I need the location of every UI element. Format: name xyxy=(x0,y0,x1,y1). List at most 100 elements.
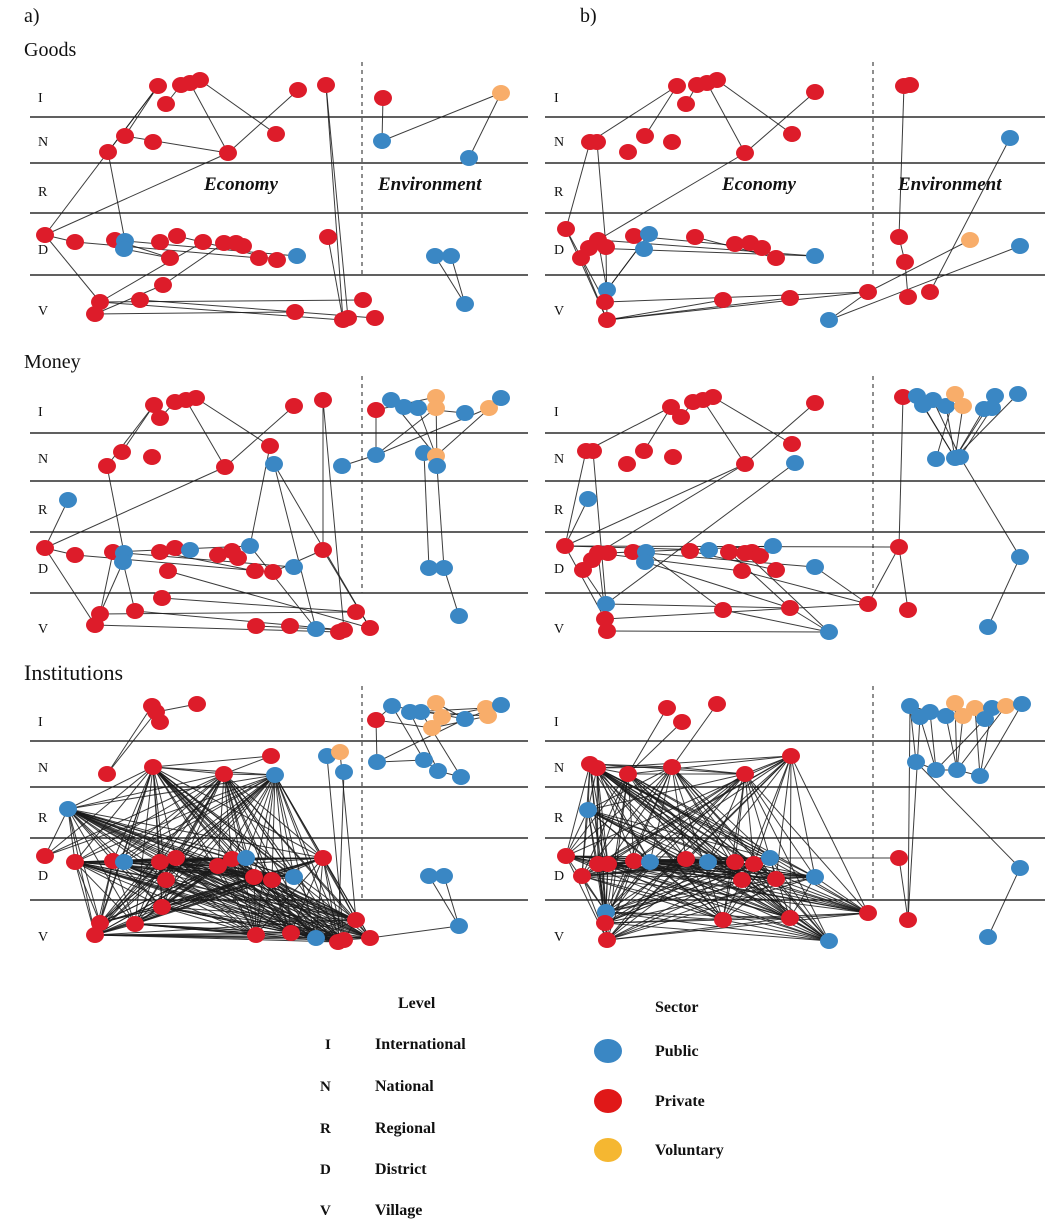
private-node xyxy=(708,696,726,712)
voluntary-node xyxy=(492,85,510,101)
network-edge xyxy=(391,705,425,761)
public-node xyxy=(265,456,283,472)
network-edge xyxy=(775,878,830,942)
voluntary-node xyxy=(946,695,964,711)
private-node xyxy=(247,927,265,943)
public-node xyxy=(951,449,969,465)
legend: Level I International N National R Regio… xyxy=(320,995,724,1219)
private-node xyxy=(781,910,799,926)
private-node xyxy=(36,540,54,556)
private-node xyxy=(618,456,636,472)
private-node xyxy=(663,759,681,775)
private-node xyxy=(720,544,738,560)
private-node xyxy=(98,766,116,782)
level-label: V xyxy=(38,622,48,637)
network-edge xyxy=(67,766,154,810)
network-edge xyxy=(707,755,792,863)
network-edge xyxy=(99,773,225,924)
network-edge xyxy=(606,291,869,321)
private-node xyxy=(166,540,184,556)
public-node xyxy=(241,538,259,554)
private-node xyxy=(151,854,169,870)
private-node xyxy=(281,618,299,634)
level-label: D xyxy=(554,562,564,577)
private-node xyxy=(859,284,877,300)
private-node xyxy=(781,290,799,306)
voluntary-node xyxy=(479,708,497,724)
network-edge xyxy=(112,860,345,941)
public-node xyxy=(442,248,460,264)
legend-level-code: I xyxy=(325,1037,331,1053)
network-edge xyxy=(671,766,791,919)
network-edge xyxy=(409,711,439,772)
network-edge xyxy=(789,912,869,919)
network-edge xyxy=(597,463,746,554)
private-node xyxy=(619,144,637,160)
network-edge xyxy=(604,291,869,303)
network-edge xyxy=(231,774,276,860)
public-node xyxy=(979,929,997,945)
public-node xyxy=(59,801,77,817)
public-node xyxy=(820,624,838,640)
network-edge xyxy=(564,498,589,547)
level-label: N xyxy=(38,761,48,776)
legend-level-district: D District xyxy=(320,1161,427,1178)
money-a-edges xyxy=(44,396,502,633)
private-node xyxy=(153,590,171,606)
network-edge xyxy=(606,299,724,321)
private-node xyxy=(574,562,592,578)
network-edge xyxy=(139,299,376,319)
public-node xyxy=(460,150,478,166)
network-edge xyxy=(607,766,673,865)
private-node xyxy=(209,547,227,563)
private-node xyxy=(91,294,109,310)
public-node xyxy=(927,451,945,467)
network-edge xyxy=(945,715,958,771)
network-edge xyxy=(734,773,746,863)
private-node xyxy=(229,550,247,566)
private-node xyxy=(596,915,614,931)
network-edge xyxy=(161,597,357,613)
network-edge xyxy=(67,808,324,859)
level-label: R xyxy=(38,503,48,518)
level-rows: I N R D V I N R D V I N R D V I N R D V I N R D V I N R D V xyxy=(30,62,1045,945)
network-edge xyxy=(627,773,869,914)
network-edge xyxy=(327,236,344,321)
voluntary-node xyxy=(961,232,979,248)
network-edge xyxy=(185,399,226,468)
network-edge xyxy=(74,766,154,863)
level-label: V xyxy=(38,304,48,319)
private-node xyxy=(66,547,84,563)
network-edge xyxy=(702,399,746,465)
level-label: R xyxy=(38,811,48,826)
private-node xyxy=(168,228,186,244)
network-edge xyxy=(175,857,339,943)
section-title-money: Money xyxy=(24,351,81,373)
legend-sector-name: Voluntary xyxy=(655,1142,724,1159)
private-node xyxy=(726,854,744,870)
network-edge xyxy=(428,875,460,927)
public-node xyxy=(761,850,779,866)
private-node xyxy=(113,444,131,460)
network-edge xyxy=(707,861,869,914)
section-title-goods: Goods xyxy=(24,39,76,61)
network-edge xyxy=(722,919,830,942)
network-edge xyxy=(325,84,349,319)
network-edge xyxy=(753,755,792,865)
private-node xyxy=(335,932,353,948)
public-node xyxy=(412,704,430,720)
private-node xyxy=(894,389,912,405)
private-node xyxy=(573,868,591,884)
private-node xyxy=(262,748,280,764)
level-label: N xyxy=(38,452,48,467)
public-node xyxy=(415,752,433,768)
private-node xyxy=(86,927,104,943)
public-node xyxy=(335,764,353,780)
network-edge xyxy=(632,551,816,568)
private-node xyxy=(572,250,590,266)
network-edge xyxy=(274,774,357,921)
private-node xyxy=(714,292,732,308)
network-edge xyxy=(789,755,792,919)
private-node xyxy=(736,145,754,161)
